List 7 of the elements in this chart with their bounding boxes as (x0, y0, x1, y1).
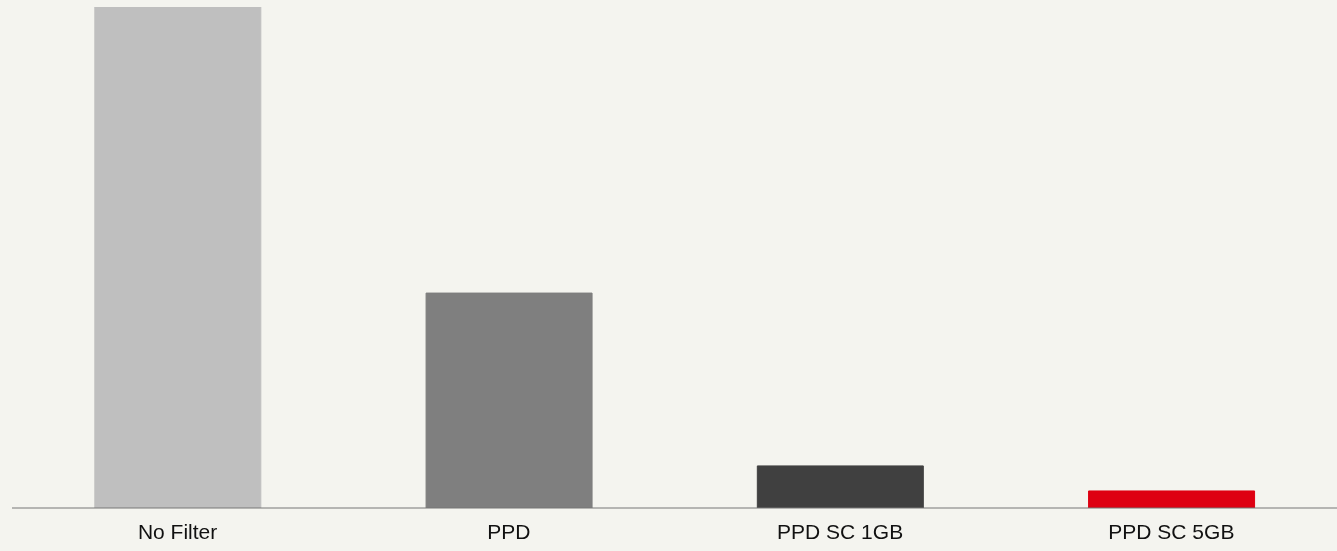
bar (1088, 490, 1256, 508)
x-tick-label: PPD (487, 519, 531, 543)
bar (94, 7, 262, 508)
x-tick-label: PPD SC 5GB (1108, 519, 1235, 543)
x-tick-label: No Filter (137, 519, 218, 543)
bar (756, 465, 924, 508)
x-tick-label: PPD SC 1GB (777, 519, 904, 543)
